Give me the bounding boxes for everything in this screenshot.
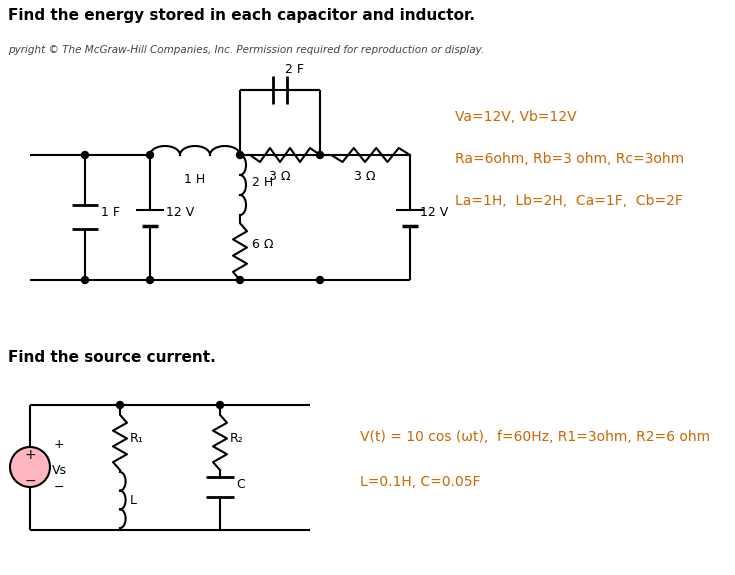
Text: Vs: Vs (52, 465, 67, 477)
Text: Find the energy stored in each capacitor and inductor.: Find the energy stored in each capacitor… (8, 8, 475, 23)
Circle shape (117, 401, 123, 408)
Text: +: + (54, 439, 65, 451)
Text: 1 F: 1 F (101, 205, 120, 218)
Circle shape (317, 151, 323, 159)
Text: Ra=6ohm, Rb=3 ohm, Rc=3ohm: Ra=6ohm, Rb=3 ohm, Rc=3ohm (455, 152, 684, 166)
Circle shape (82, 277, 88, 283)
Text: 1 H: 1 H (184, 173, 206, 186)
Text: 12 V: 12 V (166, 205, 194, 218)
Text: R₂: R₂ (230, 431, 244, 444)
Circle shape (146, 277, 154, 283)
Text: 3 Ω: 3 Ω (269, 170, 291, 183)
Text: L: L (130, 493, 137, 507)
Text: 6 Ω: 6 Ω (252, 239, 273, 251)
Text: −: − (24, 474, 36, 488)
Text: C: C (236, 478, 245, 492)
Circle shape (146, 151, 154, 159)
Text: 3 Ω: 3 Ω (354, 170, 376, 183)
Text: V(t) = 10 cos (ωt),  f=60Hz, R1=3ohm, R2=6 ohm: V(t) = 10 cos (ωt), f=60Hz, R1=3ohm, R2=… (360, 430, 710, 444)
Circle shape (10, 447, 50, 487)
Circle shape (237, 277, 243, 283)
Text: −: − (54, 481, 65, 493)
Text: La=1H,  Lb=2H,  Ca=1F,  Cb=2F: La=1H, Lb=2H, Ca=1F, Cb=2F (455, 194, 683, 208)
Circle shape (317, 277, 323, 283)
Circle shape (82, 151, 88, 159)
Text: 2 H: 2 H (252, 177, 273, 190)
Text: R₁: R₁ (130, 431, 144, 444)
Text: 12 V: 12 V (420, 205, 448, 218)
Circle shape (217, 401, 223, 408)
Text: pyright © The McGraw-Hill Companies, Inc. Permission required for reproduction o: pyright © The McGraw-Hill Companies, Inc… (8, 45, 484, 55)
Text: Find the source current.: Find the source current. (8, 350, 216, 365)
Text: L=0.1H, C=0.05F: L=0.1H, C=0.05F (360, 475, 481, 489)
Text: Va=12V, Vb=12V: Va=12V, Vb=12V (455, 110, 577, 124)
Text: +: + (24, 448, 36, 462)
Text: 2 F: 2 F (285, 63, 304, 76)
Circle shape (237, 151, 243, 159)
